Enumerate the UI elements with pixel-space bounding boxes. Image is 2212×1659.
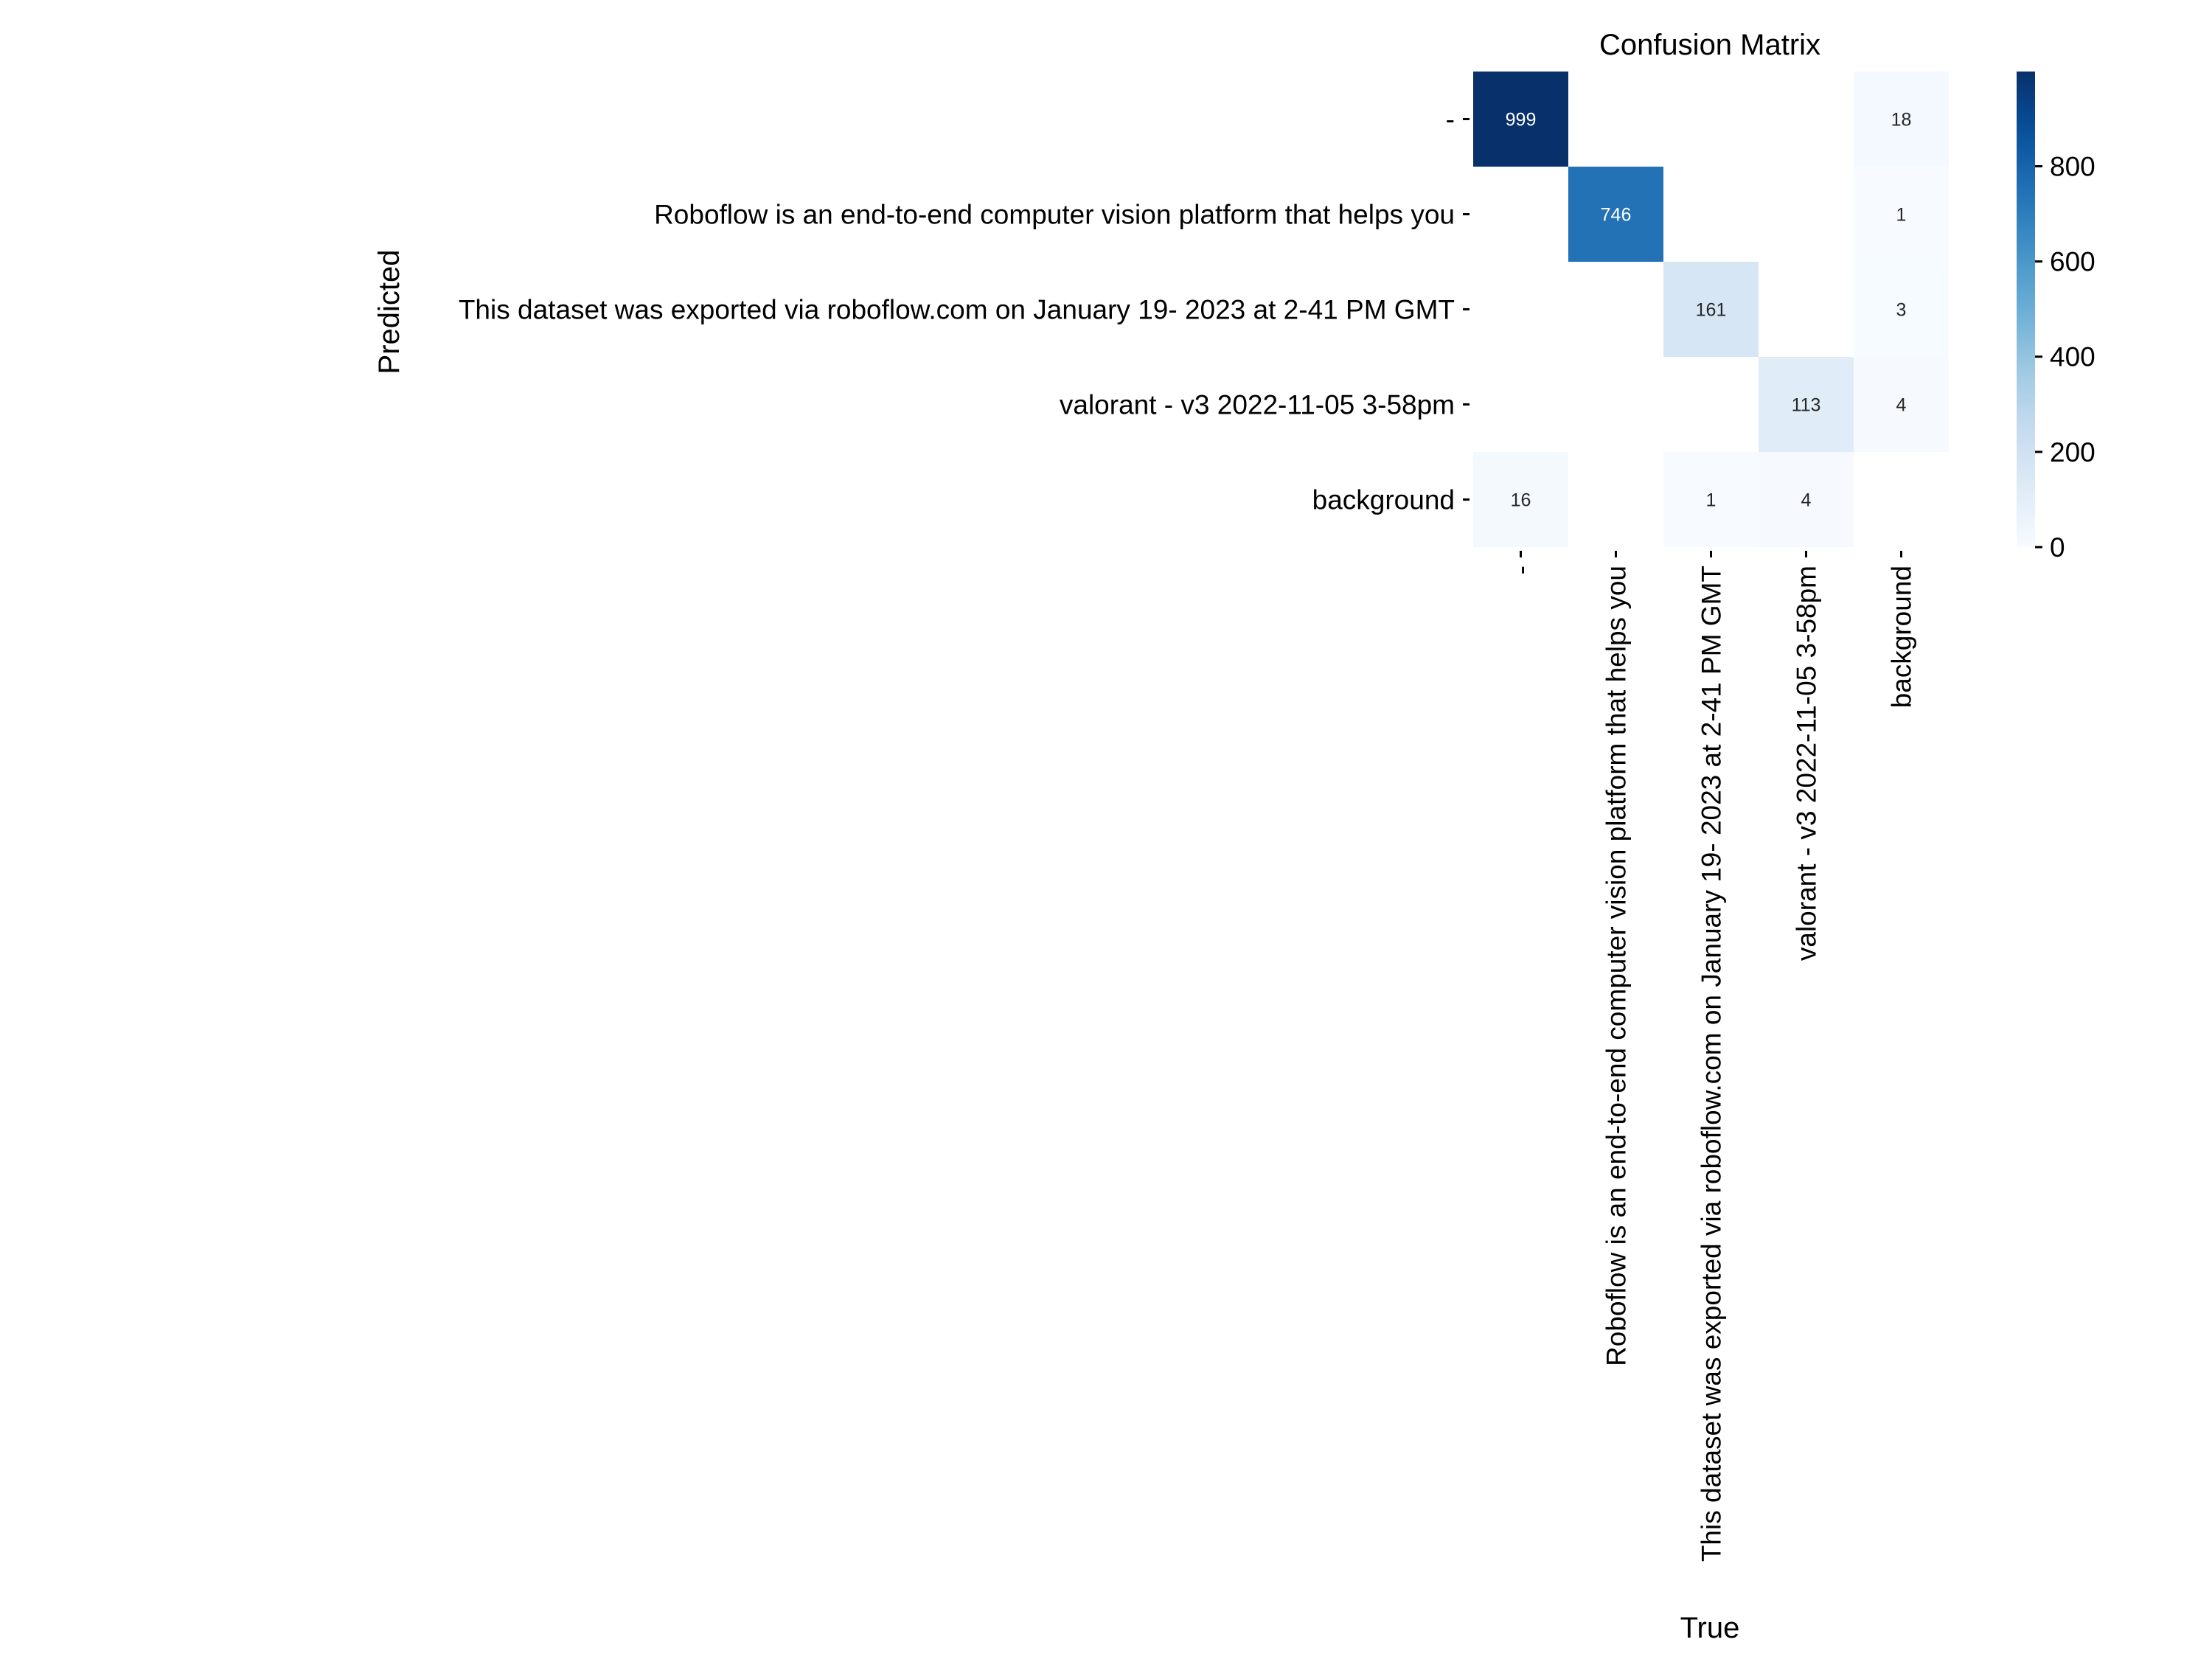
heatmap-cell [1663,452,1759,547]
y-tick-label: valorant - v3 2022-11-05 3-58pm [1060,390,1455,420]
x-tick-label: background [1887,566,1917,708]
colorbar: 0 200 400 600 800 [2017,72,2096,563]
chart-title: Confusion Matrix [1599,29,1820,61]
cell-value-label: 161 [1696,300,1727,321]
y-axis-ticks: - Roboflow is an end-to-end computer visi… [459,105,1470,515]
cell-value-label: 113 [1792,395,1821,416]
heatmap-cell [1759,452,1854,547]
cell-value-label: 1 [1706,490,1717,511]
x-tick-label: Roboflow is an end-to-end computer visio… [1601,566,1632,1366]
y-tick-label: This dataset was exported via roboflow.c… [459,295,1455,325]
cell-value-label: 18 [1891,110,1912,131]
cell-value-label: 746 [1601,205,1632,226]
y-tick-label: Roboflow is an end-to-end computer visio… [654,200,1455,230]
cell-value-label: 999 [1506,110,1537,131]
colorbar-tick-label: 800 [2050,151,2096,181]
heatmap-cell [1854,167,1949,262]
cell-value-label: 1 [1896,205,1907,226]
x-axis-ticks: - Roboflow is an end-to-end computer visi… [1506,551,1917,1562]
colorbar-tick-label: 600 [2050,247,2096,277]
heatmap-cells [1473,72,1949,547]
colorbar-tick-label: 400 [2050,342,2096,372]
cell-value-label: 16 [1511,490,1531,511]
heatmap-cell [1854,72,1949,167]
heatmap-cell [1759,357,1854,452]
heatmap-cell [1663,262,1759,357]
heatmap-cell [1568,167,1663,262]
cell-value-label: 4 [1801,490,1812,511]
x-axis-label: True [1680,1612,1740,1644]
heatmap-cell [1854,357,1949,452]
y-axis-label: Predicted [373,250,406,375]
heatmap-cell [1854,262,1949,357]
y-tick-label: background [1312,485,1455,515]
cell-value-label: 3 [1896,300,1907,321]
x-tick-label: - [1506,566,1537,574]
cell-value-label: 4 [1896,395,1907,416]
colorbar-gradient [2017,72,2035,547]
y-tick-label: - [1446,105,1455,135]
colorbar-tick-label: 200 [2050,437,2096,467]
x-tick-label: valorant - v3 2022-11-05 3-58pm [1792,566,1822,961]
heatmap-cell [1473,452,1568,547]
x-tick-label: This dataset was exported via roboflow.c… [1697,566,1727,1562]
heatmap-cell [1473,72,1568,167]
colorbar-tick-label: 0 [2050,532,2065,563]
